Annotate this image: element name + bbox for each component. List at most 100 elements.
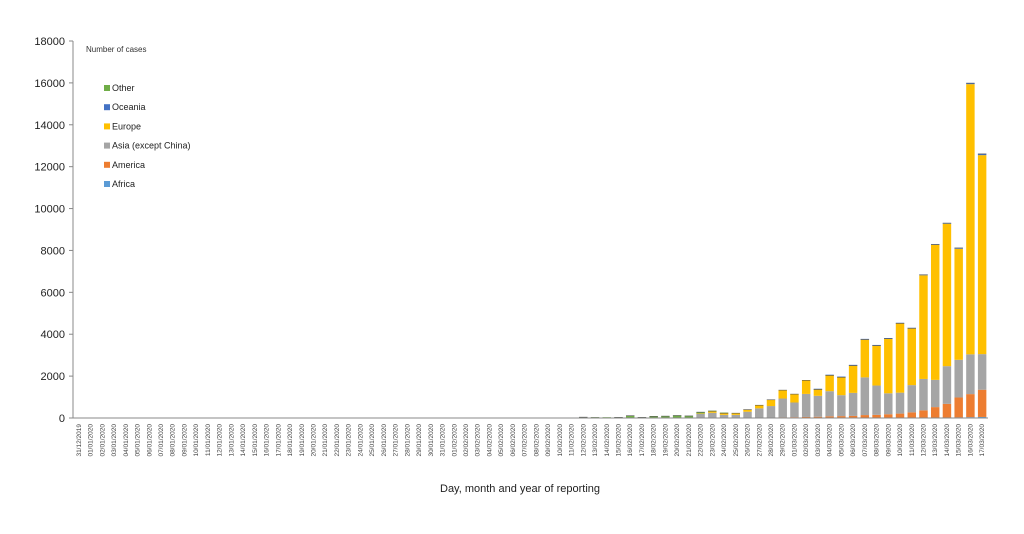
y-tick-label: 8000 bbox=[41, 245, 65, 257]
x-tick-label: 18/02/2020 bbox=[651, 424, 658, 457]
y-tick-label: 0 bbox=[59, 413, 65, 425]
x-axis: 31/12/2019 01/01/2020 02/01/2020 03/01/2020… bbox=[73, 417, 988, 457]
x-tick-label: 11/03/2020 bbox=[909, 424, 916, 456]
bar-segment bbox=[696, 413, 705, 418]
bar-segment bbox=[966, 394, 975, 418]
bar-segment bbox=[977, 416, 987, 418]
x-tick-label: 21/02/2020 bbox=[686, 424, 693, 457]
bar-segment bbox=[977, 389, 987, 417]
x-tick-label: 09/02/2020 bbox=[545, 424, 552, 457]
y-tick-label: 14000 bbox=[34, 120, 65, 132]
bar-segment bbox=[919, 275, 928, 379]
x-tick-label: 20/01/2020 bbox=[310, 424, 317, 457]
x-tick-label: 04/03/2020 bbox=[827, 424, 834, 457]
x-tick-label: 19/02/2020 bbox=[662, 424, 669, 457]
x-tick-label: 11/01/2020 bbox=[205, 424, 212, 456]
x-tick-label: 15/01/2020 bbox=[252, 424, 259, 457]
bar-segment bbox=[731, 414, 741, 418]
bar-segment bbox=[907, 412, 916, 418]
x-tick-label: 27/02/2020 bbox=[756, 424, 763, 457]
x-tick-label: 26/01/2020 bbox=[381, 424, 388, 457]
bar-segment bbox=[755, 408, 764, 418]
x-tick-label: 29/01/2020 bbox=[416, 424, 423, 457]
x-tick-label: 24/02/2020 bbox=[721, 424, 728, 457]
legend-swatch bbox=[104, 123, 110, 130]
x-tick-label: 06/02/2020 bbox=[510, 424, 517, 457]
x-tick-label: 12/01/2020 bbox=[217, 424, 224, 457]
bar-segment bbox=[919, 378, 928, 411]
x-tick-label: 04/02/2020 bbox=[486, 424, 493, 457]
x-tick-label: 09/03/2020 bbox=[885, 424, 892, 457]
x-tick-label: 16/02/2020 bbox=[627, 424, 634, 457]
bar-segment bbox=[778, 390, 787, 399]
y-tick-label: 12000 bbox=[34, 162, 65, 174]
bar-segment bbox=[954, 359, 963, 398]
bar-segment bbox=[942, 403, 952, 418]
bar-segment bbox=[977, 153, 987, 156]
legend-label: Asia (except China) bbox=[112, 141, 191, 151]
bar-segment bbox=[649, 416, 658, 418]
bar-segment bbox=[919, 410, 928, 418]
x-axis-title: Day, month and year of reporting bbox=[440, 483, 600, 495]
bar-segment bbox=[954, 247, 963, 249]
bar-segment bbox=[719, 414, 729, 418]
bar-segment bbox=[895, 392, 905, 414]
x-tick-label: 16/01/2020 bbox=[264, 424, 271, 457]
bar-segment bbox=[884, 414, 893, 418]
x-tick-label: 11/02/2020 bbox=[569, 424, 576, 456]
x-tick-label: 22/02/2020 bbox=[698, 424, 705, 457]
x-tick-label: 19/01/2020 bbox=[299, 424, 306, 457]
x-tick-label: 23/02/2020 bbox=[709, 424, 716, 457]
x-tick-label: 14/02/2020 bbox=[604, 424, 611, 457]
bar-segment bbox=[837, 377, 846, 396]
x-tick-label: 09/01/2020 bbox=[181, 424, 188, 457]
y-tick-label: 4000 bbox=[41, 329, 65, 341]
bar-segment bbox=[625, 415, 635, 418]
legend-swatch bbox=[104, 181, 110, 187]
bar-segment bbox=[848, 365, 858, 393]
bar-segment bbox=[813, 389, 823, 396]
x-tick-label: 28/02/2020 bbox=[768, 424, 775, 457]
bar-segment bbox=[860, 377, 870, 416]
x-tick-label: 02/03/2020 bbox=[803, 424, 810, 457]
x-tick-label: 08/02/2020 bbox=[533, 424, 540, 457]
legend: Other Oceania Europe Asia (except China) Ame… bbox=[104, 83, 191, 189]
bar-segment bbox=[813, 416, 823, 418]
bar-segment bbox=[895, 323, 905, 393]
legend-label: Africa bbox=[112, 179, 135, 189]
x-tick-label: 14/03/2020 bbox=[944, 424, 951, 457]
bar-segment bbox=[884, 338, 893, 394]
bar-segment bbox=[966, 84, 975, 355]
bar-segment bbox=[966, 83, 975, 85]
x-tick-label: 06/03/2020 bbox=[850, 424, 857, 457]
bar-segment bbox=[977, 155, 987, 355]
bar-segment bbox=[672, 415, 682, 418]
bar-segment bbox=[825, 416, 834, 418]
x-tick-label: 08/01/2020 bbox=[170, 424, 177, 457]
legend-swatch bbox=[104, 161, 110, 168]
bar-segment bbox=[766, 399, 776, 407]
x-tick-label: 05/03/2020 bbox=[838, 424, 845, 457]
x-tick-label: 25/02/2020 bbox=[733, 424, 740, 457]
x-tick-label: 01/03/2020 bbox=[791, 424, 798, 457]
bar-segment bbox=[696, 412, 705, 414]
bar-segment bbox=[696, 413, 705, 414]
x-tick-label: 06/01/2020 bbox=[146, 424, 153, 457]
bar-segment bbox=[743, 409, 752, 412]
bar-segment bbox=[719, 413, 729, 415]
bar-segment bbox=[954, 397, 963, 418]
x-tick-label: 05/01/2020 bbox=[135, 424, 142, 457]
x-tick-label: 02/01/2020 bbox=[99, 424, 106, 457]
legend-swatch bbox=[104, 104, 110, 111]
bar-segment bbox=[661, 416, 670, 418]
y-axis-title: Number of cases bbox=[86, 45, 146, 54]
x-tick-label: 25/01/2020 bbox=[369, 424, 376, 457]
x-tick-label: 10/03/2020 bbox=[897, 424, 904, 457]
y-tick-label: 10000 bbox=[34, 204, 65, 216]
bar-segment bbox=[954, 248, 963, 360]
bar-segment bbox=[684, 415, 694, 418]
bar-segment bbox=[755, 405, 764, 409]
bar-segment bbox=[966, 354, 975, 395]
bar-segment bbox=[801, 380, 811, 394]
